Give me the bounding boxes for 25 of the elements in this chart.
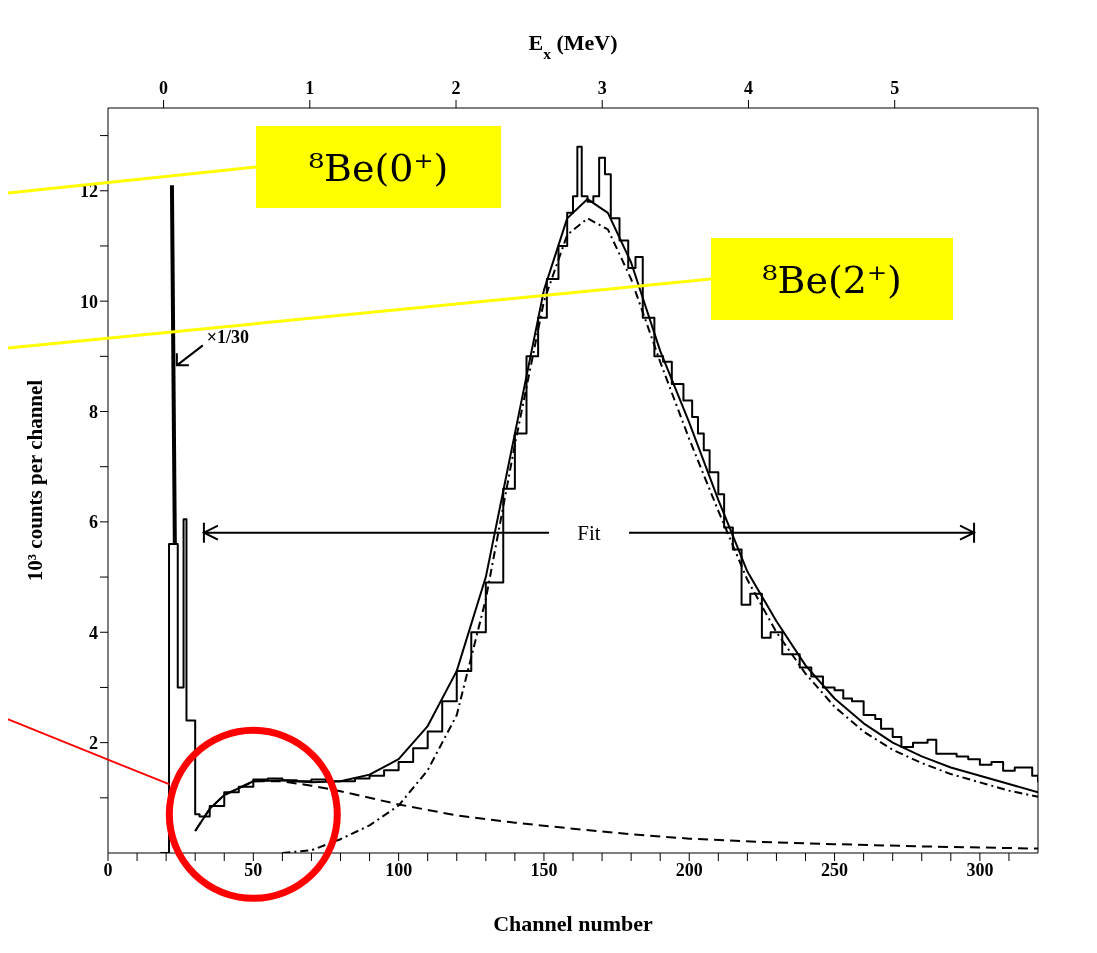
x2-axis-title: E$_{x}$ (MeV) xyxy=(528,30,618,62)
annotation: ⁸Be(2⁺) xyxy=(762,258,902,302)
x2-tick-label: 0 xyxy=(159,78,169,98)
y-tick-label: 2 xyxy=(89,733,98,754)
x-tick-label: 250 xyxy=(821,859,849,880)
x2-tick-label: 5 xyxy=(890,78,900,98)
x2-tick-label: 1 xyxy=(305,78,315,98)
annotation: Fit xyxy=(577,520,601,545)
x2-tick-label: 4 xyxy=(743,78,753,98)
x-axis-title: Channel number xyxy=(493,911,653,936)
y-tick-label: 6 xyxy=(89,512,98,533)
annotation: ⁸Be(0⁺) xyxy=(308,146,449,190)
y-axis-title: 10³ counts per channel xyxy=(23,379,47,582)
x-tick-label: 150 xyxy=(530,859,558,880)
y-tick-label: 10 xyxy=(80,291,98,312)
x2-tick-label: 3 xyxy=(597,78,607,98)
x-tick-label: 100 xyxy=(385,859,413,880)
x-tick-label: 300 xyxy=(966,859,994,880)
x2-tick-label: 2 xyxy=(451,78,461,98)
x-tick-label: 200 xyxy=(675,859,703,880)
y-tick-label: 8 xyxy=(89,401,98,422)
y-tick-label: 4 xyxy=(89,622,98,643)
x-tick-label: 50 xyxy=(244,859,263,880)
x-tick-label: 0 xyxy=(103,859,113,880)
annotation: ×1/30 xyxy=(206,327,250,348)
